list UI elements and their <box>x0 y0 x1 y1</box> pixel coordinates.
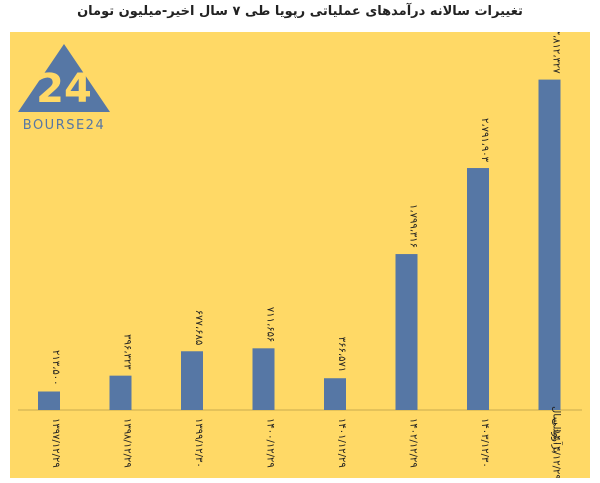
data-label: ۲۱۳،۵۰۰ <box>50 350 61 385</box>
bar <box>395 254 418 410</box>
x-tick-label: برآورد سالمالی۱۴۰۴/۱۲/۲۹ <box>551 406 564 478</box>
bourse24-logo: 24 BOURSE24 <box>18 44 110 132</box>
bar-chart: ۲۱۳،۵۰۰ ۱۳۹۷/۱۲/۲۹ ۳۹۶،۳۲۳ ۱۳۹۸/۱۲/۲۹ ۶۷۷،۶۸… <box>18 32 582 478</box>
data-label: ۲،۷۹۱،۹۰۳ <box>479 118 490 163</box>
data-label: ۶۷۷،۶۸۵ <box>193 310 204 345</box>
data-label: ۳۶۶،۵۷۱ <box>336 337 347 372</box>
plot-area: ۲۱۳،۵۰۰ ۱۳۹۷/۱۲/۲۹ ۳۹۶،۳۲۳ ۱۳۹۸/۱۲/۲۹ ۶۷۷،۶۸… <box>10 32 590 478</box>
x-tick-label: ۱۴۰۲/۱۲/۲۹ <box>408 418 419 468</box>
data-label: ۳۹۶،۳۲۳ <box>122 334 133 370</box>
bar <box>252 348 275 410</box>
bar <box>538 79 561 410</box>
chart-title: تغییرات سالانه درآمدهای عملیاتی رپویا طی… <box>77 4 523 19</box>
bar <box>38 391 60 410</box>
data-label: ۷۱۱،۶۵۶ <box>265 307 276 342</box>
bar <box>109 375 132 410</box>
x-tick-label: ۱۴۰۳/۱۲/۳۰ <box>479 418 490 468</box>
bar <box>324 378 346 410</box>
x-tick-label: ۱۳۹۹/۱۲/۳۰ <box>193 418 204 468</box>
x-tick-label: ۱۳۹۸/۱۲/۲۹ <box>122 418 133 468</box>
x-tick-label: ۱۴۰۱/۱۲/۲۹ <box>336 418 347 468</box>
bar <box>467 168 489 410</box>
data-label: ۳،۸۱۲،۳۲۷ <box>551 32 562 74</box>
logo-triangle <box>18 44 110 112</box>
x-tick-label: ۱۳۹۷/۱۲/۲۹ <box>50 418 61 468</box>
bar <box>181 351 203 410</box>
data-label: ۱،۷۹۹،۳۱۶ <box>408 204 419 248</box>
logo-mark: 24 <box>36 66 92 112</box>
x-tick-label: ۱۴۰۰/۱۲/۲۹ <box>265 418 276 468</box>
logo-text: BOURSE24 <box>23 118 105 132</box>
